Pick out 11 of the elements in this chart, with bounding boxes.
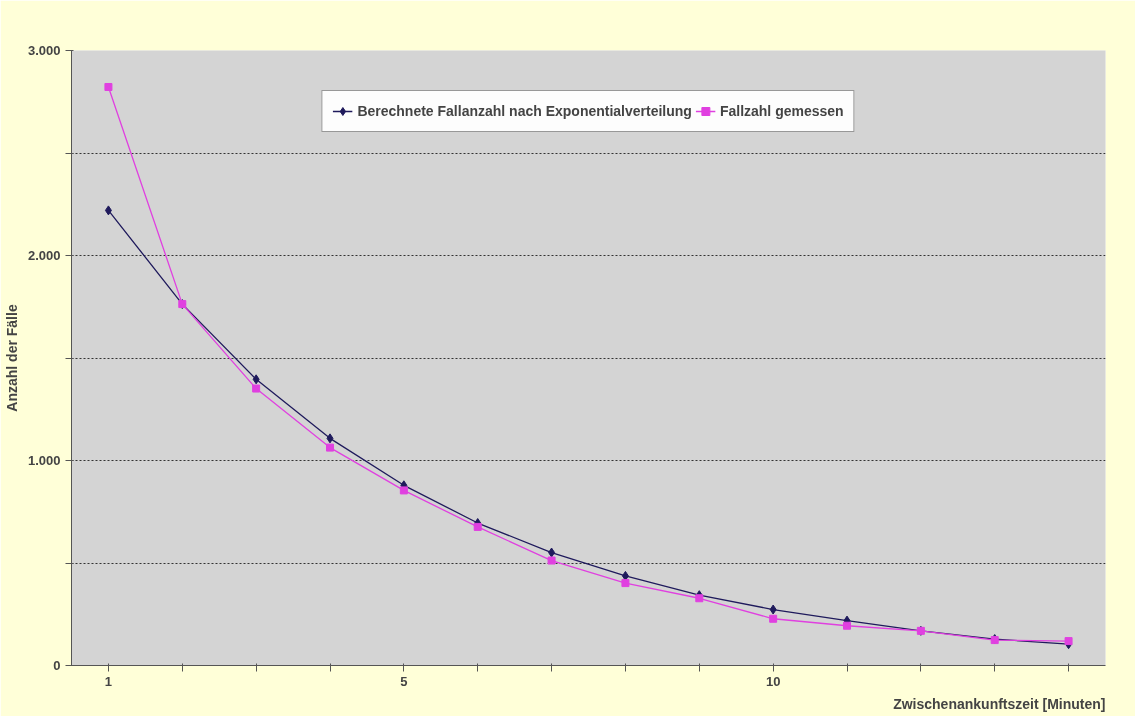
x-tick-label: 10 <box>765 673 781 689</box>
y-tick-label: 3.000 <box>27 43 61 58</box>
x-axis-title: Zwischenankunftszeit [Minuten] <box>893 695 1106 712</box>
y-axis-title: Anzahl der Fälle <box>3 304 20 412</box>
legend-label: Berechnete Fallanzahl nach Exponentialverteilung <box>357 103 692 119</box>
legend-label: Fallzahl gemessen <box>719 103 844 119</box>
x-tick-label: 5 <box>400 673 408 689</box>
x-tick-label: 1 <box>104 673 113 689</box>
y-tick-label: 0 <box>53 658 61 673</box>
y-tick-label: 2.000 <box>27 248 61 263</box>
y-tick-label: 1.000 <box>27 453 61 468</box>
